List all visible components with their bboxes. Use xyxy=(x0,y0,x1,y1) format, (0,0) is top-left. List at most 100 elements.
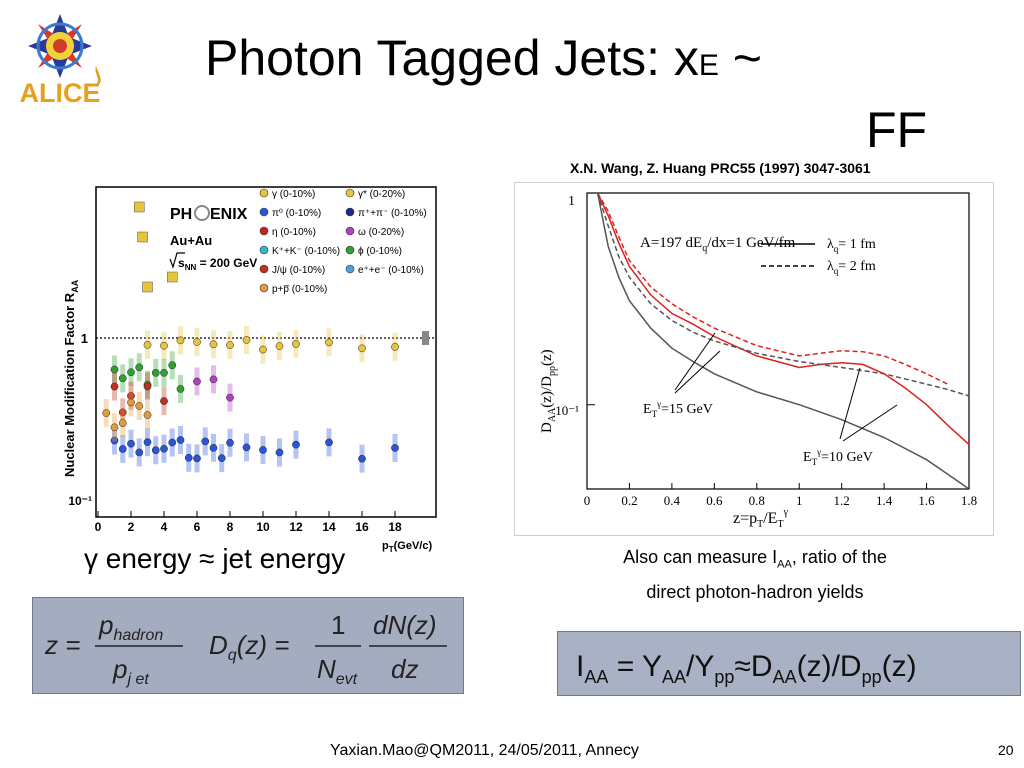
right-xtick-label: 1 xyxy=(796,493,803,508)
legend-label: π⁺+π⁻ (0-10%) xyxy=(358,208,427,219)
data-point xyxy=(135,353,144,382)
data-point xyxy=(118,409,127,438)
data-point xyxy=(118,398,127,427)
right-xticks: 0 0.2 0.4 0.6 0.8 1 1.2 1.4 1.6 1.8 xyxy=(584,192,977,508)
data-point xyxy=(275,438,284,467)
data-point xyxy=(160,434,168,463)
legend-item: γ (0-10%) xyxy=(259,188,315,200)
data-point xyxy=(127,429,135,458)
data-point xyxy=(209,330,218,359)
data-point xyxy=(151,358,160,387)
curve-2 xyxy=(596,192,949,385)
data-point xyxy=(168,428,177,457)
data-point xyxy=(127,388,135,417)
annotation-10gev: ETγ=10 GeV xyxy=(803,447,873,467)
data-point xyxy=(226,383,234,412)
right-xtick-label: 1.6 xyxy=(918,493,935,508)
data-point xyxy=(167,271,178,283)
data-point xyxy=(292,329,300,358)
left-xtick-label: 12 xyxy=(289,520,303,534)
left-xticks: 0 2 4 6 8 10 12 14 16 18 xyxy=(95,511,402,534)
svg-text:phadron: phadron xyxy=(98,610,163,644)
title-tail: ~ xyxy=(718,30,762,86)
data-point xyxy=(193,444,201,473)
data-point xyxy=(259,436,267,465)
curve-1 xyxy=(596,192,970,445)
data-point xyxy=(110,372,119,401)
legend-label: e⁺+e⁻ (0-10%) xyxy=(358,265,424,276)
left-xtick-label: 10 xyxy=(256,520,270,534)
legend-item: ω (0-20%) xyxy=(345,226,404,238)
data-point xyxy=(217,444,226,473)
legend-item: p+p̅ (0-10%) xyxy=(259,283,327,295)
data-point xyxy=(325,428,333,457)
svg-text:z =: z = xyxy=(44,630,80,660)
phenix-logo-text-a: PH xyxy=(170,206,192,223)
legend-label: π⁰ (0-10%) xyxy=(272,208,321,219)
data-point xyxy=(102,399,111,428)
annotation-15gev: ETγ=15 GeV xyxy=(643,399,713,419)
reference-citation: X.N. Wang, Z. Huang PRC55 (1997) 3047-30… xyxy=(570,160,871,176)
left-xtick-label: 18 xyxy=(388,520,402,534)
legend-label: J/ψ (0-10%) xyxy=(272,265,325,276)
title-sub: E xyxy=(698,49,719,82)
data-point xyxy=(168,351,177,380)
title-line2: FF xyxy=(866,102,928,158)
legend-item: π⁰ (0-10%) xyxy=(259,207,321,219)
left-plot-legend: γ (0-10%) γ* (0-20%) π⁰ (0-10%) π⁺+π⁻ (0-10… xyxy=(259,188,427,295)
data-point xyxy=(135,438,144,467)
data-point xyxy=(325,328,333,357)
left-xtick-label: 16 xyxy=(355,520,369,534)
legend-label: ϕ (0-10%) xyxy=(358,246,402,257)
legend-item: η (0-10%) xyxy=(259,226,316,238)
right-xtick-label: 1.4 xyxy=(876,493,893,508)
data-point xyxy=(160,331,168,360)
wang-huang-plot: A=197 dEq/dx=1 GeV/fm λq= 1 fm λq= 2 fm … xyxy=(514,182,994,536)
data-point xyxy=(118,364,127,393)
data-point xyxy=(275,332,284,361)
data-point xyxy=(137,231,148,243)
left-plot-points xyxy=(102,201,399,473)
right-xtick-label: 1.2 xyxy=(834,493,850,508)
right-xtick-label: 0.4 xyxy=(664,493,681,508)
legend-item: γ* (0-20%) xyxy=(345,188,405,200)
data-point xyxy=(142,281,153,293)
data-point xyxy=(143,372,152,401)
title-main: Photon Tagged Jets: x xyxy=(205,30,699,86)
right-xtick-label: 0.2 xyxy=(621,493,637,508)
left-xtick-label: 2 xyxy=(128,520,135,534)
collision-system: Au+Au xyxy=(170,233,212,248)
data-point xyxy=(176,326,185,355)
page-number: 20 xyxy=(998,742,1014,758)
data-point xyxy=(226,428,234,457)
data-point xyxy=(201,427,210,456)
data-point xyxy=(184,443,193,472)
data-point xyxy=(134,201,145,213)
data-point xyxy=(110,426,119,455)
alice-logo: ALICE xyxy=(10,8,110,108)
svg-text:Dq(z) =: Dq(z) = xyxy=(209,630,289,664)
iaa-caption: Also can measure IAA, ratio of the direc… xyxy=(623,547,887,602)
right-ylabel: DAA(z)/Dpp(z) xyxy=(539,349,558,433)
right-plot-curves xyxy=(596,192,970,490)
data-point xyxy=(242,325,251,354)
phenix-logo-text-b: ENIX xyxy=(210,206,248,223)
footer-text: Yaxian.Mao@QM2011, 24/05/2011, Annecy xyxy=(330,742,639,759)
left-xtick-label: 4 xyxy=(161,520,168,534)
data-point xyxy=(110,355,119,384)
svg-text:IAA = YAA/Ypp≈DAA(z)/Dpp(z): IAA = YAA/Ypp≈DAA(z)/Dpp(z) xyxy=(576,650,917,687)
data-point xyxy=(358,334,366,363)
right-ytick-1: 1 xyxy=(568,194,575,209)
right-xtick-label: 0.8 xyxy=(749,493,765,508)
legend-item: e⁺+e⁻ (0-10%) xyxy=(345,264,424,276)
data-point xyxy=(176,374,185,403)
data-point xyxy=(193,367,201,396)
data-point xyxy=(176,426,185,455)
right-ytick-2: 10⁻¹ xyxy=(555,403,579,418)
left-xtick-label: 14 xyxy=(322,520,336,534)
data-point xyxy=(143,330,152,359)
left-ytick-1: 1 xyxy=(81,331,88,346)
data-point xyxy=(391,433,399,462)
data-point xyxy=(292,430,300,459)
data-point xyxy=(118,434,127,463)
